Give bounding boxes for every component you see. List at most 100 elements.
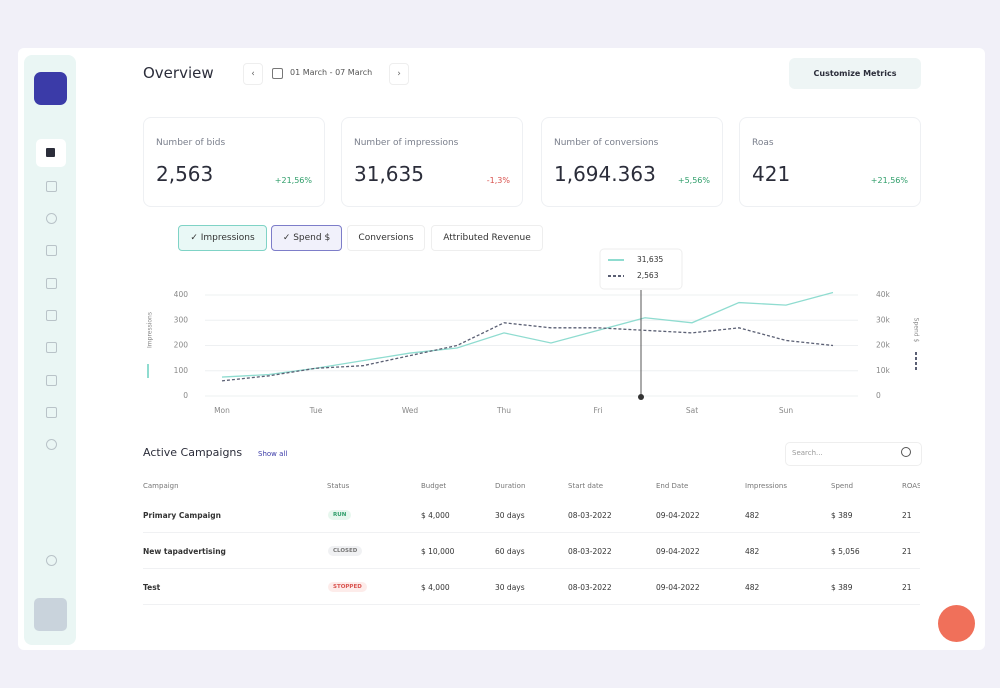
nav-icon[interactable]	[46, 245, 57, 256]
y-tick-label: 400	[174, 290, 189, 299]
chart-toggle[interactable]: ✓ Spend $	[271, 225, 342, 251]
prev-button[interactable]: ‹	[243, 63, 263, 85]
table-cell: 482	[745, 547, 760, 556]
column-header: Impressions	[745, 482, 787, 490]
kpi-card: Number of conversions 1,694.363 +5,56%	[541, 117, 723, 207]
column-header: Budget	[421, 482, 447, 490]
kpi-value: 31,635	[354, 162, 424, 186]
nav-icon[interactable]	[46, 375, 57, 386]
kpi-label: Roas	[752, 138, 774, 148]
kpi-label: Number of bids	[156, 138, 226, 148]
kpi-label: Number of conversions	[554, 138, 659, 148]
date-range[interactable]: 01 March - 07 March	[290, 68, 373, 77]
y-tick-label: 300	[174, 315, 189, 324]
table-cell: 60 days	[495, 547, 525, 556]
y-tick-label: 100	[174, 366, 189, 375]
status-badge: STOPPED	[328, 582, 367, 592]
kpi-value: 2,563	[156, 162, 214, 186]
x-tick-label: Tue	[309, 406, 323, 415]
table-cell: Primary Campaign	[143, 511, 221, 520]
x-tick-label: Fri	[594, 406, 603, 415]
column-header: Start date	[568, 482, 604, 490]
search-box[interactable]	[785, 442, 922, 466]
chart-toggle[interactable]: ✓ Impressions	[178, 225, 267, 251]
column-header: ROAS	[902, 482, 920, 490]
table-cell: 30 days	[495, 583, 525, 592]
x-tick-label: Mon	[214, 406, 230, 415]
status-badge: CLOSED	[328, 546, 363, 556]
kpi-card: Number of impressions 31,635 -1,3%	[341, 117, 523, 207]
table-cell: 08-03-2022	[568, 583, 612, 592]
kpi-value: 1,694.363	[554, 162, 656, 186]
status-badge: RUN	[328, 510, 352, 520]
column-header: Status	[327, 482, 350, 490]
nav-icon	[46, 148, 55, 157]
y2-tick-label: 10k	[876, 366, 891, 375]
table-cell: 482	[745, 511, 760, 520]
table-cell: $ 389	[831, 583, 853, 592]
kpi-change: +5,56%	[677, 176, 710, 185]
table-cell: 21	[902, 547, 912, 556]
y2-tick-label: 20k	[876, 341, 891, 350]
kpi-change: -1,3%	[486, 176, 510, 185]
row-divider	[143, 568, 920, 569]
next-button[interactable]: ›	[389, 63, 409, 85]
row-divider	[143, 604, 920, 605]
y-axis-label: Impressions	[147, 312, 154, 348]
y2-tick-label: 30k	[876, 315, 891, 324]
nav-icon[interactable]	[46, 342, 57, 353]
table-cell: 08-03-2022	[568, 511, 612, 520]
table-cell: $ 4,000	[421, 583, 450, 592]
x-tick-label: Sat	[686, 406, 698, 415]
avatar[interactable]	[34, 598, 67, 631]
nav-icon[interactable]	[46, 181, 57, 192]
series-line	[221, 322, 834, 382]
y-tick-label: 0	[183, 391, 188, 400]
kpi-change: +21,56%	[870, 176, 908, 185]
nav-help[interactable]	[46, 555, 57, 566]
check-icon: ✓	[282, 233, 294, 243]
table-cell: 30 days	[495, 511, 525, 520]
y2-tick-label: 40k	[876, 290, 891, 299]
y-tick-label: 200	[174, 341, 189, 350]
logo[interactable]	[34, 72, 67, 105]
kpi-label: Number of impressions	[354, 138, 459, 148]
x-tick-label: Thu	[496, 406, 511, 415]
table-cell: 09-04-2022	[656, 547, 700, 556]
hover-dot	[638, 394, 644, 400]
kpi-change: +21,56%	[274, 176, 312, 185]
kpi-card: Number of bids 2,563 +21,56%	[143, 117, 325, 207]
tooltip-value: 2,563	[637, 271, 659, 280]
y2-axis-label: Spend $	[913, 318, 920, 343]
kpi-value: 421	[752, 162, 791, 186]
check-icon: ✓	[190, 233, 201, 243]
show-all-link[interactable]: Show all	[258, 450, 288, 458]
table-cell: Test	[143, 583, 161, 592]
main-card	[18, 48, 985, 650]
nav-icon[interactable]	[46, 213, 57, 224]
table-cell: 09-04-2022	[656, 583, 700, 592]
nav-icon[interactable]	[46, 439, 57, 450]
chat-button[interactable]	[938, 605, 975, 642]
y2-tick-label: 0	[876, 391, 881, 400]
nav-icon[interactable]	[46, 407, 57, 418]
nav-icon[interactable]	[46, 310, 57, 321]
series-line	[221, 291, 834, 378]
column-header: End Date	[656, 482, 689, 490]
page-title: Overview	[143, 64, 214, 82]
kpi-card: Roas 421 +21,56%	[739, 117, 921, 207]
table-cell: New tapadvertising	[143, 547, 226, 556]
chart-toggle[interactable]: Attributed Revenue	[431, 225, 543, 251]
search-icon	[901, 447, 911, 457]
column-header: Campaign	[143, 482, 179, 490]
column-header: Spend	[831, 482, 854, 490]
table-cell: 482	[745, 583, 760, 592]
row-divider	[143, 532, 920, 533]
table-cell: 21	[902, 511, 912, 520]
customize-button[interactable]: Customize Metrics	[789, 58, 921, 89]
table-cell: $ 10,000	[421, 547, 455, 556]
nav-icon[interactable]	[46, 278, 57, 289]
column-header: Duration	[495, 482, 526, 490]
chart-toggle[interactable]: Conversions	[347, 225, 425, 251]
